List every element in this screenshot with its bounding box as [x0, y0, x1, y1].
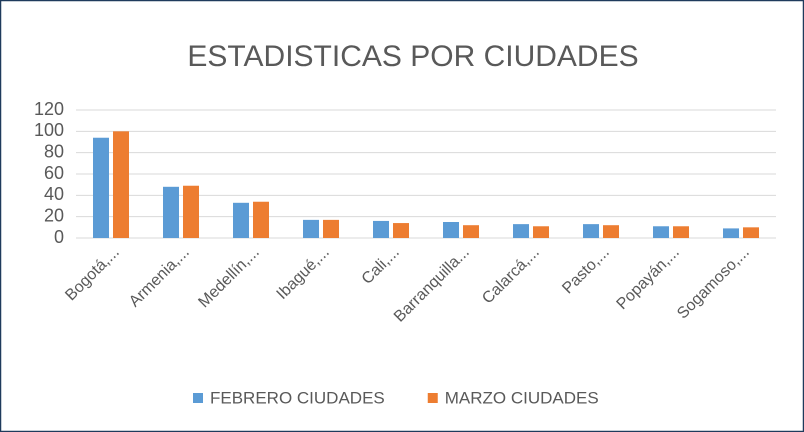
y-tick-label: 120	[34, 99, 64, 119]
legend-label: FEBRERO CIUDADES	[210, 388, 385, 407]
bar	[673, 226, 689, 238]
bar	[393, 223, 409, 238]
bar	[463, 225, 479, 238]
bar	[373, 220, 389, 238]
bar	[113, 131, 129, 238]
bar	[443, 222, 459, 238]
bar	[303, 219, 319, 238]
bar	[253, 201, 269, 238]
bar	[723, 228, 739, 238]
legend-label: MARZO CIUDADES	[445, 388, 599, 407]
bar	[513, 224, 529, 238]
legend-swatch	[427, 393, 438, 403]
bar	[743, 227, 759, 238]
bar	[163, 186, 179, 238]
y-tick-label: 0	[54, 227, 64, 247]
bar	[93, 137, 109, 238]
legend-swatch	[193, 393, 203, 403]
y-tick-label: 60	[44, 163, 64, 183]
y-tick-label: 100	[34, 120, 64, 140]
y-tick-label: 20	[44, 205, 64, 225]
chart-title: ESTADISTICAS POR CIUDADES	[187, 40, 638, 73]
bar	[183, 185, 199, 238]
bar	[233, 202, 249, 238]
y-tick-label: 80	[44, 141, 64, 161]
bar	[323, 219, 339, 238]
bar	[583, 224, 599, 238]
bar	[603, 225, 619, 238]
y-tick-label: 40	[44, 184, 64, 204]
bar	[533, 226, 549, 238]
bar	[653, 226, 669, 238]
